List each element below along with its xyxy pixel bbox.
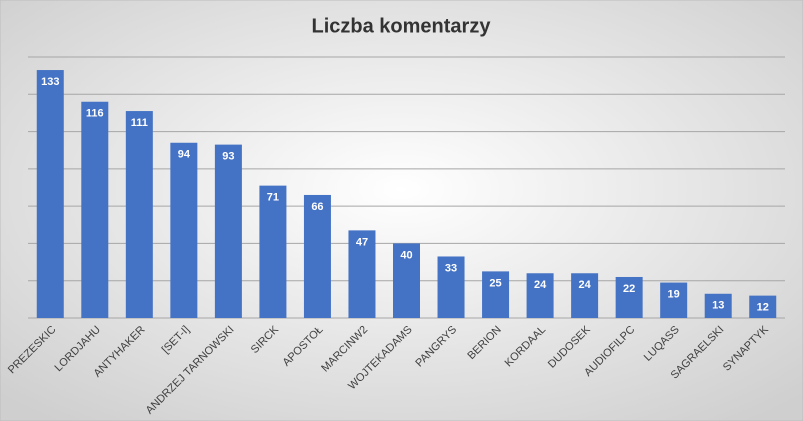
value-label: 24 bbox=[578, 279, 591, 291]
bar bbox=[482, 271, 510, 318]
value-label: 47 bbox=[356, 236, 368, 248]
value-label: 116 bbox=[86, 108, 104, 120]
value-label: 22 bbox=[623, 283, 635, 295]
value-label: 19 bbox=[668, 288, 680, 300]
bar bbox=[36, 70, 64, 318]
value-label: 94 bbox=[178, 149, 191, 161]
bar bbox=[615, 276, 643, 318]
value-label: 24 bbox=[534, 279, 547, 291]
value-label: 40 bbox=[400, 249, 412, 261]
bar bbox=[437, 256, 465, 318]
bar bbox=[749, 295, 777, 318]
bar bbox=[393, 243, 420, 318]
value-label: 25 bbox=[489, 277, 501, 289]
bar bbox=[214, 144, 242, 318]
bar bbox=[170, 142, 198, 318]
bar bbox=[303, 194, 331, 318]
value-label: 12 bbox=[757, 302, 769, 314]
bar bbox=[259, 185, 287, 318]
bar bbox=[704, 293, 732, 318]
value-label: 13 bbox=[712, 300, 724, 312]
bar bbox=[348, 230, 376, 318]
bar bbox=[526, 273, 554, 318]
value-label: 66 bbox=[311, 201, 323, 213]
value-label: 33 bbox=[445, 262, 457, 274]
bar bbox=[571, 273, 599, 318]
value-label: 71 bbox=[267, 192, 279, 204]
bar bbox=[125, 111, 153, 318]
value-label: 93 bbox=[222, 151, 234, 163]
bar bbox=[81, 101, 109, 318]
value-label: 133 bbox=[41, 76, 59, 88]
bar bbox=[660, 282, 688, 318]
value-label: 111 bbox=[131, 117, 148, 129]
chart-title: Liczba komentarzy bbox=[312, 15, 492, 37]
